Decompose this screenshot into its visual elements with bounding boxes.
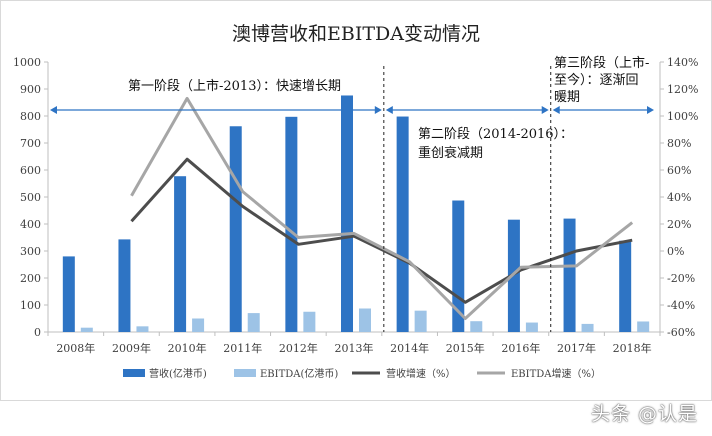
y-left-tick-label: 600 — [20, 164, 41, 177]
y-left-tick-label: 500 — [20, 191, 41, 204]
ebitda-bar — [581, 323, 594, 332]
y-right-tick-label: -20% — [667, 272, 695, 285]
ebitda-bar — [525, 322, 538, 332]
legend-swatch — [123, 369, 145, 377]
y-right-tick-label: 120% — [667, 83, 698, 96]
phase-2-arrow-head-left — [385, 106, 393, 114]
y-right-tick-label: 140% — [667, 56, 698, 69]
x-tick-label: 2009年 — [112, 341, 151, 355]
x-tick-label: 2011年 — [223, 341, 262, 355]
y-right-tick-label: 100% — [667, 110, 698, 123]
ebitda-bar — [414, 310, 427, 332]
y-right-tick-label: 0% — [667, 245, 684, 258]
x-tick-label: 2013年 — [335, 341, 374, 355]
ebitda-bar — [303, 311, 316, 332]
y-left-tick-label: 0 — [34, 326, 41, 339]
y-right-tick-label: 20% — [667, 218, 691, 231]
revenue-bar — [563, 218, 576, 332]
revenue-bar — [285, 116, 298, 332]
x-tick-label: 2008年 — [56, 341, 95, 355]
legend: 营收(亿港币) EBITDA(亿港币) 营收增速（%） EBITDA增速（%） — [123, 367, 601, 380]
ebitda-bar — [637, 321, 650, 332]
x-tick-label: 2012年 — [279, 341, 318, 355]
lines — [130, 96, 634, 320]
phase-1-arrow-head-right — [374, 106, 382, 114]
bars — [62, 95, 650, 332]
y-left-tick-label: 300 — [20, 245, 41, 258]
revenue-bar — [341, 95, 353, 332]
x-tick-label: 2016年 — [501, 341, 540, 355]
y-right-tick-label: 80% — [667, 137, 691, 150]
phase-2-arrow-head-right — [541, 106, 549, 114]
ebitda-bar — [359, 308, 371, 332]
ebitda-bar — [247, 313, 260, 332]
revenue-bar — [507, 219, 520, 332]
x-tick-label: 2017年 — [557, 341, 596, 355]
axes: 0 100 200 300 400 500 600 700 800 900 1000 -60% -40%… — [13, 56, 698, 355]
phase-3-arrow-head-left — [552, 106, 560, 114]
ebitda-growth-line — [130, 96, 634, 320]
legend-swatch — [234, 369, 256, 377]
ebitda-bar — [192, 318, 205, 332]
y-right-tick-label: -60% — [667, 326, 695, 339]
y-right-tick-label: 60% — [667, 164, 691, 177]
legend-label: 营收(亿港币) — [149, 367, 207, 380]
phase-3-arrow-head-right — [647, 106, 654, 114]
revenue-bar — [619, 240, 632, 332]
phase-1-arrow-head-left — [50, 106, 57, 114]
phase-2-label-line1: 第二阶段（2014-2016）： — [418, 127, 573, 142]
revenue-bar — [62, 256, 75, 332]
y-left-tick-label: 200 — [20, 272, 41, 285]
legend-label: EBITDA增速（%） — [511, 367, 601, 380]
watermark: 头条 @认是 — [590, 403, 698, 425]
phase-3-label-line1: 第三阶段（上市- — [554, 55, 649, 71]
x-tick-label: 2014年 — [390, 341, 429, 355]
revenue-bar — [118, 239, 131, 332]
phase-3-label-line2: 至今）：逐渐回 — [554, 72, 639, 88]
y-left-tick-label: 700 — [20, 137, 41, 150]
revenue-bar — [174, 176, 187, 332]
x-tick-label: 2010年 — [168, 341, 207, 355]
chart-title: 澳博营收和EBITDA变动情况 — [232, 23, 480, 45]
legend-label: 营收增速（%） — [386, 367, 456, 380]
y-left-tick-label: 900 — [20, 83, 41, 96]
phase-1-label: 第一阶段（上市-2013）：快速增长期 — [128, 78, 341, 94]
legend-label: EBITDA(亿港币) — [260, 367, 338, 380]
y-right-tick-label: -40% — [667, 299, 695, 312]
x-tick-label: 2018年 — [613, 341, 652, 355]
ebitda-bar — [80, 327, 93, 332]
revenue-growth-line — [130, 157, 633, 304]
y-left-tick-label: 800 — [20, 110, 41, 123]
ebitda-bar — [136, 326, 149, 332]
x-tick-label: 2015年 — [446, 341, 485, 355]
y-left-tick-label: 100 — [20, 299, 41, 312]
phase-3-label-line3: 暖期 — [554, 90, 580, 105]
revenue-bar — [396, 116, 409, 332]
y-left-tick-label: 400 — [20, 218, 41, 231]
y-right-tick-label: 40% — [667, 191, 691, 204]
y-left-tick-label: 1000 — [13, 56, 41, 69]
phase-2-label-line2: 重创衰减期 — [418, 145, 483, 161]
revenue-bar — [229, 126, 242, 332]
ebitda-bar — [470, 321, 483, 332]
